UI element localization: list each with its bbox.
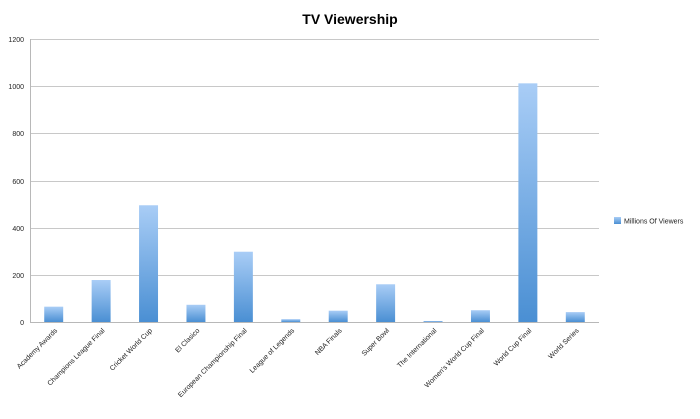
bar-academy-awards [44,306,64,322]
bars [44,83,585,322]
bar-women-s-world-cup-final [470,310,490,322]
bar-cricket-world-cup [139,205,159,322]
x-category-label: NBA Finals [314,327,344,357]
bar-league-of-legends [281,319,301,322]
x-category-label: Champions League Final [47,327,107,387]
bar-world-series [565,312,585,322]
y-tick-label: 1200 [8,37,24,44]
y-tick-label: 400 [12,226,24,233]
x-category-label: Super Bowl [361,327,392,358]
y-tick-label: 600 [12,179,24,186]
legend: Millions Of Viewers [614,217,684,226]
bar-nba-finals [328,310,348,322]
bar-super-bowl [376,284,396,322]
bar-world-cup-final [518,83,538,322]
bar-champions-league-final [91,280,111,322]
x-category-label: Academy Awards [16,327,59,370]
bar-the-international [423,321,443,322]
legend-swatch [614,217,621,224]
x-category-label: The International [396,327,438,369]
x-category-label: League of Legends [249,327,297,375]
legend-label: Millions Of Viewers [624,219,684,226]
bar-el-clasico [186,304,206,322]
x-category-label: Cricket World Cup [109,327,154,372]
chart-title: TV Viewership [302,11,397,27]
x-category-label: El Clasico [174,327,201,354]
y-tick-label: 800 [12,131,24,138]
x-category-label: World Cup Final [493,327,534,368]
y-tick-label: 0 [20,320,24,327]
bar-european-championship-final [233,251,253,322]
y-tick-label: 200 [12,273,24,280]
y-tick-label: 1000 [8,84,24,91]
grid-lines [30,39,599,323]
y-axis-ticks: 0 200 400 600 800 1000 1200 [8,37,24,327]
x-category-label: World Series [548,327,582,361]
